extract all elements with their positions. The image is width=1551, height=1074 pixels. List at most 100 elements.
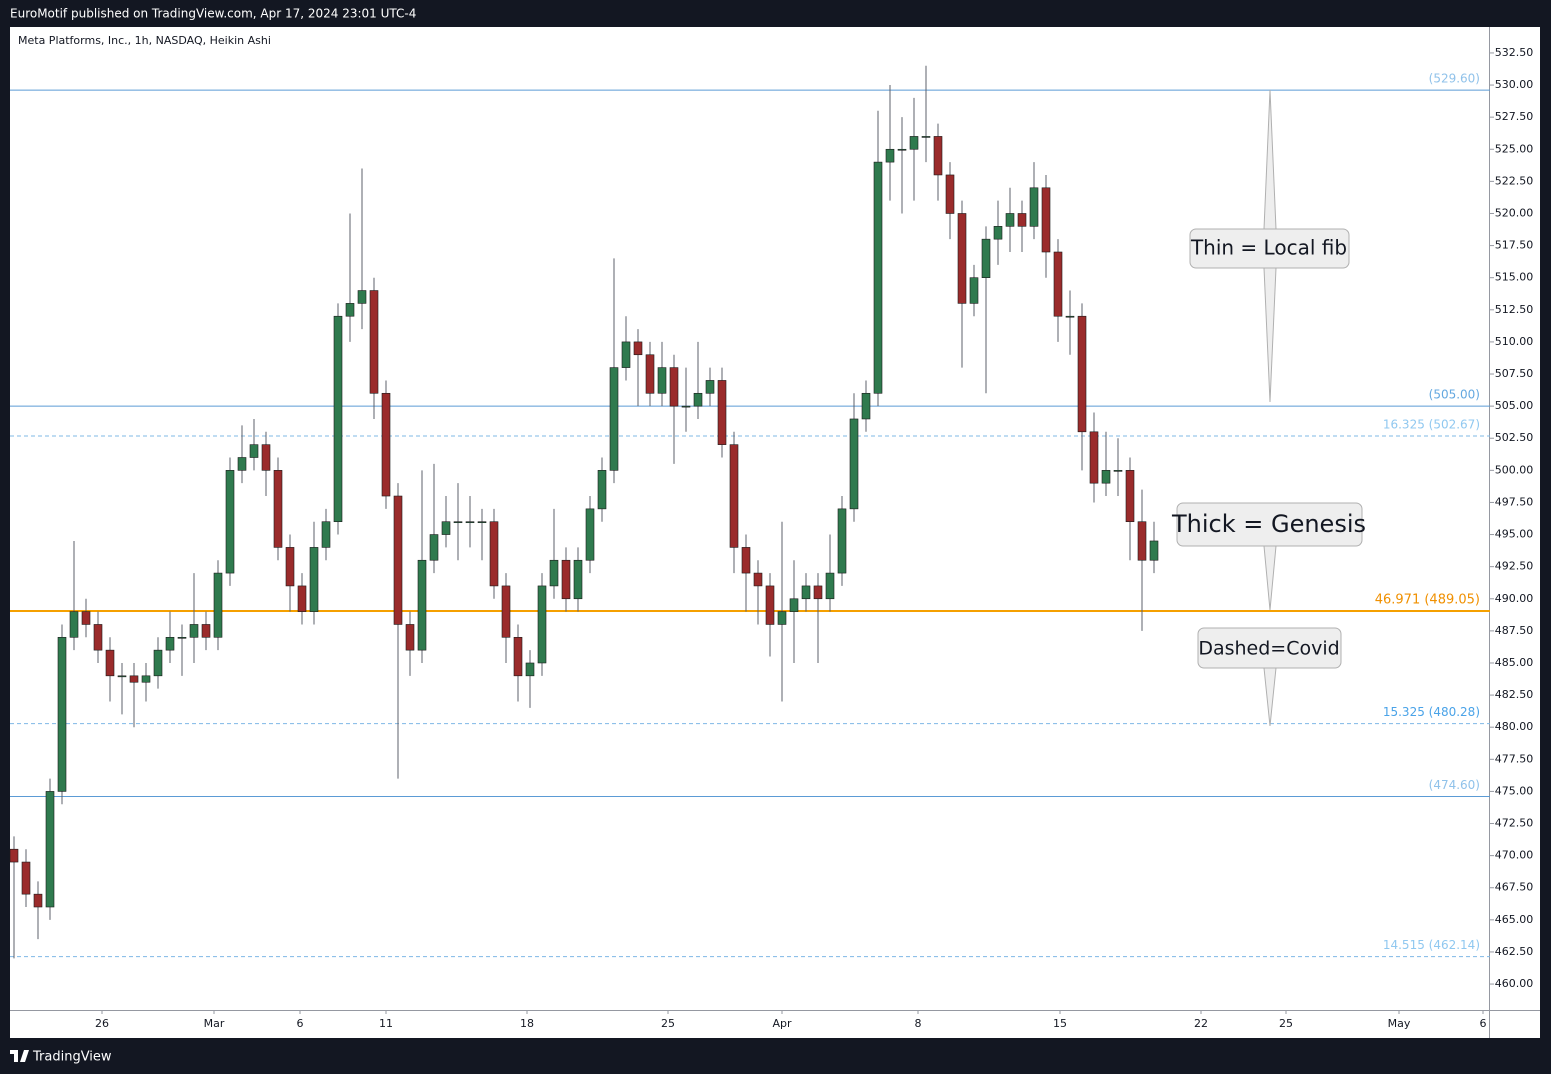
y-tick-label: 512.50 — [1495, 303, 1534, 316]
candle-body — [81, 611, 91, 625]
candle-body — [585, 508, 595, 561]
y-tick-label: 480.00 — [1495, 720, 1534, 733]
candle-body — [741, 547, 751, 574]
candle-body — [441, 521, 451, 535]
candle-body — [849, 418, 859, 510]
x-tick-label: 25 — [661, 1017, 675, 1030]
candle-body — [285, 547, 295, 587]
candle-body — [693, 392, 703, 407]
candle-body — [1029, 187, 1039, 227]
callout-box — [1176, 502, 1363, 547]
x-tick-label: 6 — [297, 1017, 304, 1030]
level-label: (474.60) — [1429, 778, 1480, 792]
candle-body — [57, 636, 67, 792]
candle-body — [981, 238, 991, 278]
candle-body — [1065, 315, 1075, 318]
y-tick-label: 470.00 — [1495, 849, 1534, 862]
y-tick-label: 465.00 — [1495, 913, 1534, 926]
candle-body — [213, 572, 223, 638]
candle-body — [609, 367, 619, 471]
candle-body — [453, 521, 463, 524]
y-tick-label: 477.50 — [1495, 752, 1534, 765]
candle-body — [1089, 431, 1099, 484]
candle-body — [1125, 470, 1135, 523]
candle-body — [801, 585, 811, 600]
candle-body — [537, 585, 547, 664]
candle-body — [729, 444, 739, 548]
level-label: 46.971 (489.05) — [1375, 592, 1480, 607]
candle-body — [945, 174, 955, 214]
y-tick-label: 492.50 — [1495, 560, 1534, 573]
chart-title: Meta Platforms, Inc., 1h, NASDAQ, Heikin… — [18, 34, 271, 47]
candle-body — [261, 444, 271, 471]
callout: Dashed=Covid — [1197, 627, 1342, 727]
candle-body — [969, 277, 979, 304]
x-tick-label: 18 — [520, 1017, 534, 1030]
callout-text: Thin = Local fib — [1190, 236, 1347, 260]
candle-body — [1149, 540, 1159, 561]
candle-body — [1017, 213, 1027, 227]
x-tick-label: 11 — [379, 1017, 393, 1030]
x-tick-label: 22 — [1194, 1017, 1208, 1030]
candle-body — [117, 675, 127, 678]
candle-body — [225, 470, 235, 574]
candle-body — [393, 495, 403, 625]
x-tick-label: 26 — [95, 1017, 109, 1030]
candle-body — [153, 649, 163, 677]
y-tick-label: 530.00 — [1495, 78, 1534, 91]
candle-body — [273, 470, 283, 548]
candle-body — [201, 624, 211, 638]
y-tick-label: 475.00 — [1495, 784, 1534, 797]
candle-body — [921, 136, 931, 138]
candle-body — [297, 585, 307, 612]
candle-body — [417, 559, 427, 651]
candle-body — [837, 508, 847, 574]
candle-body — [333, 315, 343, 523]
x-tick-label: 8 — [915, 1017, 922, 1030]
y-tick-label: 502.50 — [1495, 431, 1534, 444]
candle-body — [129, 675, 139, 683]
x-tick-label: 15 — [1053, 1017, 1067, 1030]
y-tick-label: 522.50 — [1495, 174, 1534, 187]
y-tick-label: 507.50 — [1495, 367, 1534, 380]
candle-body — [489, 521, 499, 587]
candle-body — [189, 624, 199, 638]
brand: TradingView — [10, 1050, 112, 1065]
level-label: (529.60) — [1429, 72, 1480, 86]
candle-body — [753, 572, 763, 587]
candle-body — [465, 521, 475, 524]
plot: 460.00 462.50 465.00 467.50 470.00 472.50 475.… — [9, 46, 1534, 1030]
candle-body — [573, 559, 583, 600]
candle-body — [993, 226, 1003, 240]
candle-body — [561, 559, 571, 600]
candle-body — [909, 136, 919, 150]
callout-box — [1197, 627, 1342, 669]
callout-text: Thick = Genesis — [1171, 510, 1366, 538]
x-tick-label: May — [1388, 1017, 1411, 1030]
candle-body — [621, 341, 631, 368]
candle-body — [681, 405, 691, 408]
publisher: EuroMotif published on TradingView.com, … — [10, 7, 416, 21]
candle-body — [405, 624, 415, 651]
y-tick-label: 500.00 — [1495, 463, 1534, 476]
logo — [10, 1050, 29, 1062]
candle-body — [1005, 213, 1015, 227]
candle-body — [105, 649, 115, 677]
candle-body — [369, 290, 379, 394]
candle-body — [33, 893, 43, 908]
level-label: 16.325 (502.67) — [1383, 418, 1480, 432]
candle-body — [501, 585, 511, 638]
level-label: 14.515 (462.14) — [1383, 938, 1480, 952]
candle-body — [237, 457, 247, 471]
y-tick-label: 487.50 — [1495, 624, 1534, 637]
y-tick-label: 520.00 — [1495, 206, 1534, 219]
candle-body — [549, 559, 559, 587]
y-tick-label: 460.00 — [1495, 977, 1534, 990]
y-tick-label: 532.50 — [1495, 46, 1534, 59]
candle-body — [177, 636, 187, 639]
y-tick-label: 525.00 — [1495, 142, 1534, 155]
candle-body — [957, 213, 967, 304]
candle-body — [357, 290, 367, 304]
